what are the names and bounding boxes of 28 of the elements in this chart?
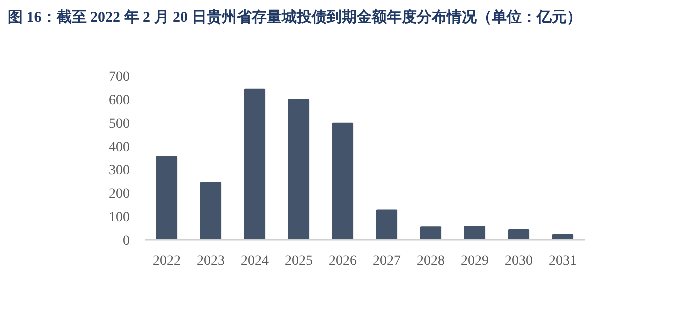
y-tick-label: 600	[109, 93, 130, 108]
y-tick-label: 500	[109, 116, 130, 132]
x-tick-label: 2029	[461, 254, 489, 269]
bar	[332, 122, 354, 240]
y-tick-label: 400	[109, 140, 130, 156]
bar	[464, 226, 486, 240]
x-tick-label: 2028	[417, 254, 445, 269]
bar	[244, 88, 266, 240]
bar	[376, 210, 398, 240]
x-tick-label: 2025	[285, 254, 313, 269]
y-tick-label: 300	[109, 164, 130, 179]
x-tick-label: 2031	[549, 254, 577, 269]
y-tick-label: 200	[109, 187, 130, 202]
chart-title: 图 16：截至 2022 年 2 月 20 日贵州省存量城投债到期金额年度分布情况（单位：亿元）	[8, 8, 582, 26]
x-tick-label: 2026	[329, 254, 357, 269]
bar	[420, 226, 442, 240]
bar	[508, 229, 530, 240]
bar	[156, 156, 178, 240]
x-tick-label: 2023	[197, 254, 225, 269]
x-tick-label: 2024	[241, 254, 269, 269]
y-tick-label: 0	[123, 234, 130, 249]
x-tick-label: 2022	[153, 254, 181, 269]
bar	[288, 98, 310, 240]
x-tick-label: 2027	[373, 254, 401, 269]
x-tick-label: 2030	[505, 254, 533, 269]
y-tick-label: 700	[109, 70, 130, 85]
y-tick-label: 100	[109, 210, 130, 226]
bar	[200, 182, 222, 240]
